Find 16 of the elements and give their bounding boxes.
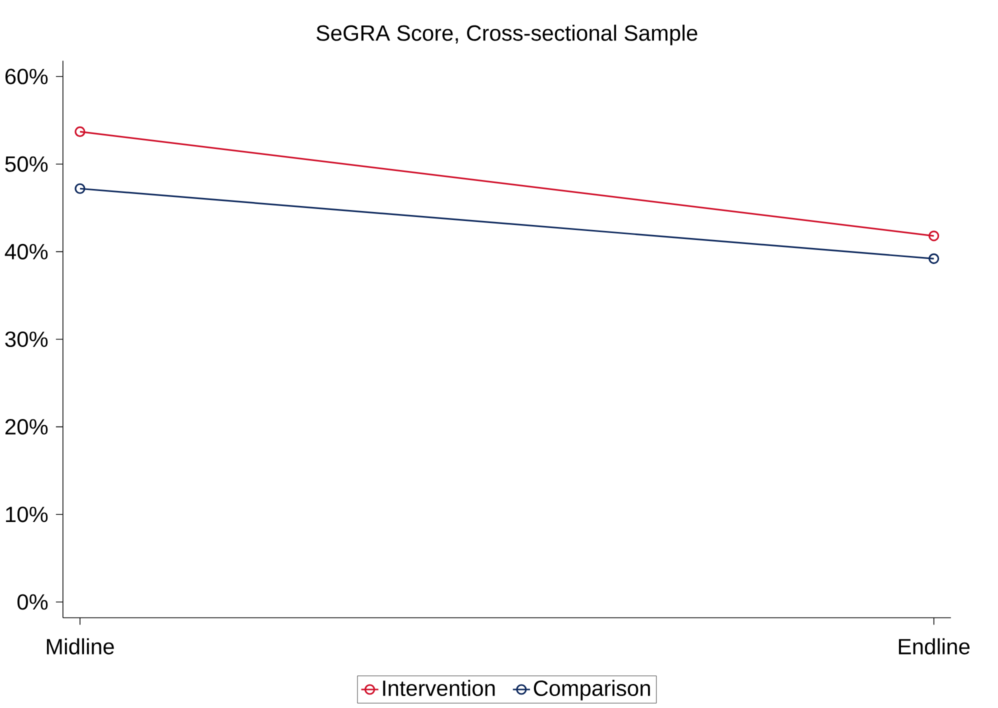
y-tick-label: 40%: [4, 244, 48, 260]
legend-label: Comparison: [534, 680, 650, 700]
point: [74, 183, 86, 194]
y-tick-label: 20%: [5, 419, 48, 435]
y-tick-label: 50%: [5, 156, 48, 172]
x-tick-label: Midline: [46, 638, 114, 654]
legend-label: Intervention: [383, 680, 495, 696]
y-tick-label: 30%: [5, 331, 48, 348]
x-tick-label: Endline: [898, 638, 970, 654]
y-tick-label: 0%: [17, 594, 48, 610]
y-tick-label: 10%: [6, 506, 48, 522]
point: [74, 126, 86, 137]
point: [928, 253, 940, 264]
chart-title: SeGRA Score, Cross-sectional Sample: [316, 24, 698, 46]
point: [928, 230, 940, 242]
y-tick-label: 60%: [5, 68, 48, 84]
